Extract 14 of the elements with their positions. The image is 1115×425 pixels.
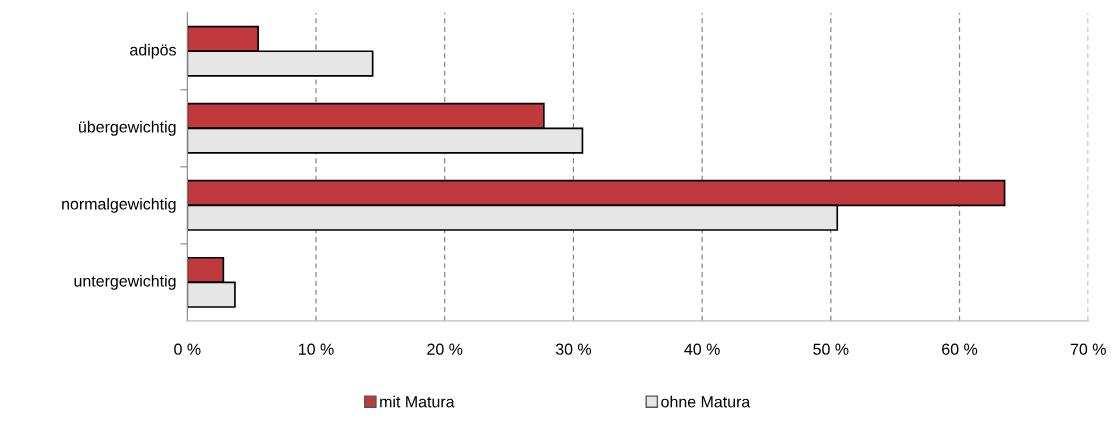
x-tick-label: 50 % (813, 343, 849, 355)
x-tick-label: 40 % (684, 343, 720, 355)
x-tick-label: 60 % (942, 343, 978, 355)
y-tick-label: normalgewichtig (62, 197, 176, 213)
legend-label: ohne Matura (661, 395, 751, 408)
y-tick-label: untergewichtig (74, 274, 176, 290)
y-tick-label: adipös (130, 43, 176, 59)
x-tick-label: 70 % (1070, 343, 1106, 355)
x-tick-label: 0 % (174, 343, 201, 355)
legend-label: mit Matura (380, 395, 455, 408)
y-tick-label: übergewichtig (79, 120, 176, 136)
x-tick-label: 10 % (299, 343, 334, 355)
x-tick-label: 20 % (427, 343, 463, 355)
x-tick-label: 30 % (555, 343, 592, 355)
